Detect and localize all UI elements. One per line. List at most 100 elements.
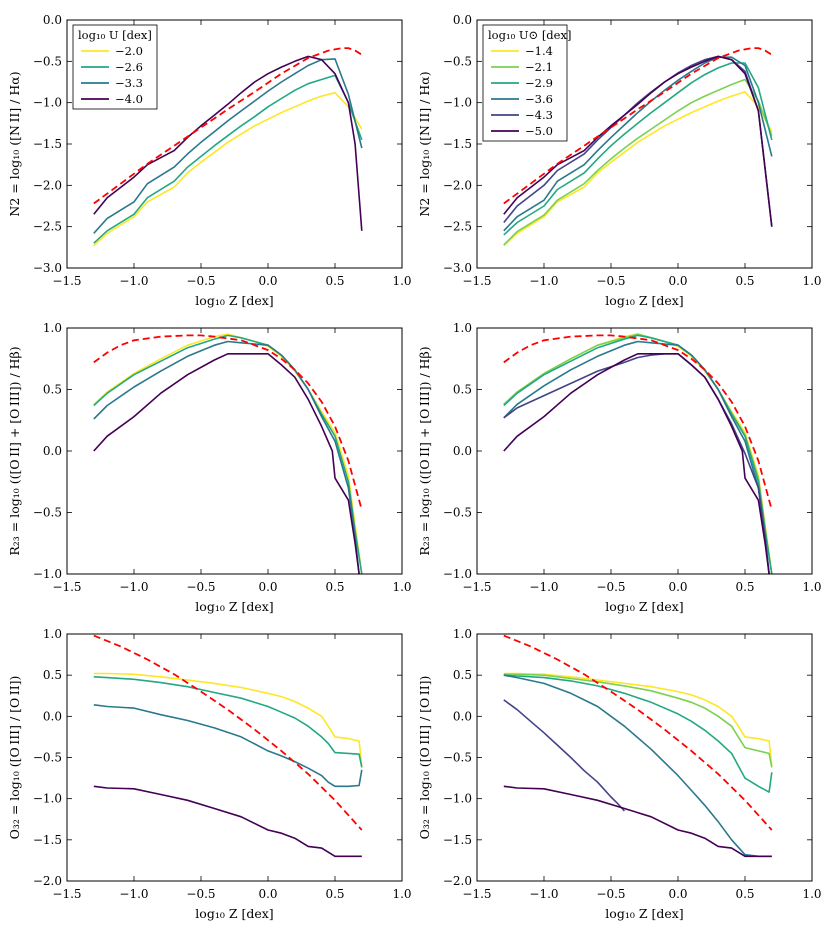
x-tick-label: −0.5 [186,887,215,901]
x-tick-label: −0.5 [596,580,625,594]
chart-panel-right-bottom: −1.5 −1.0 −0.5 0.0 0.5 1.0−2.0−1.5−1.0−0.50.0… [417,627,822,921]
series-group [93,333,363,574]
y-tick-label: −0.5 [443,506,472,520]
axes-frame [66,633,403,882]
y-tick-label: −0.5 [33,751,62,765]
y-tick-label: −1.5 [443,137,472,151]
x-tick-label: 1.0 [802,887,821,901]
fit-line [503,334,773,511]
x-tick-label: −0.5 [186,274,215,288]
series-line-green [503,334,773,574]
x-tick-label: 0.0 [258,274,277,288]
chart-panel-left-bottom: −1.5 −1.0 −0.5 0.0 0.5 1.0−2.0−1.5−1.0−0.50.0… [7,627,412,921]
fit-line [93,634,363,831]
legend-entry: −3.3 [115,76,143,90]
series-line-purple [93,55,363,231]
legend-entry: −3.6 [525,92,553,106]
series-line-teal [93,340,360,574]
chart-panel-right-middle: −1.5 −1.0 −0.5 0.0 0.5 1.0−1.0−0.50.00.51.0lo… [417,321,822,614]
y-tick-label: −1.0 [443,567,472,581]
x-tick-label: −1.0 [529,887,558,901]
series-group [93,634,363,858]
legend-title: log₁₀ U⊙ [dex] [488,28,571,42]
y-tick-label: −2.0 [443,178,472,192]
x-tick-label: −1.0 [529,580,558,594]
legend-entry: −2.9 [525,76,553,90]
series-line-green [93,676,363,768]
chart-panel-left-middle: −1.5 −1.0 −0.5 0.0 0.5 1.0−1.0−0.50.00.51.0lo… [7,321,412,614]
y-tick-label: −1.0 [33,96,62,110]
series-line-purple [93,352,360,574]
x-tick-label: −1.5 [52,274,81,288]
legend-entry: −4.0 [115,92,143,106]
fit-line [503,634,773,831]
axes-frame [66,327,403,575]
series-line-green [93,74,363,244]
y-axis-label: O₃₂ = log₁₀ ([O III] / [O II]) [417,676,432,840]
x-tick-label: −1.0 [119,580,148,594]
series-line-purple [503,785,772,858]
x-axis-label: log₁₀ Z [dex] [605,599,683,614]
y-tick-label: −2.5 [443,220,472,234]
x-axis-label: log₁₀ Z [dex] [195,599,273,614]
series-group [503,634,773,858]
legend-entry: −1.4 [525,44,553,58]
x-tick-label: −1.5 [462,274,491,288]
x-tick-label: 0.5 [735,274,754,288]
y-tick-label: 0.5 [43,383,62,397]
series-line-yellow [503,672,773,766]
axes-frame [476,327,813,575]
series-line-yellow [93,91,363,247]
legend-entry: −5.0 [525,124,553,138]
fit-line [93,334,363,511]
y-tick-label: −1.5 [443,833,472,847]
x-tick-label: 0.5 [325,580,344,594]
y-tick-label: 0.5 [453,668,472,682]
x-tick-label: 0.5 [325,887,344,901]
x-tick-label: 1.0 [802,274,821,288]
legend-entry: −4.3 [525,108,553,122]
series-group [503,47,773,247]
y-axis-label: N2 = log₁₀ ([N II] / Hα) [417,71,432,216]
y-tick-label: 1.0 [43,321,62,335]
axes-frame [476,633,813,882]
series-line-teal [503,340,770,574]
y-tick-label: −1.0 [33,567,62,581]
legend-entry: −2.0 [115,44,143,58]
x-axis-label: log₁₀ Z [dex] [195,293,273,308]
fit-line [503,47,773,205]
x-tick-label: −1.0 [529,274,558,288]
x-tick-label: −1.5 [462,887,491,901]
series-line-green [503,62,773,236]
y-tick-label: −1.5 [33,137,62,151]
series-line-yellow [503,91,773,247]
y-tick-label: −1.0 [33,792,62,806]
y-tick-label: −2.5 [33,220,62,234]
x-tick-label: 0.0 [668,580,687,594]
y-tick-label: −2.0 [33,178,62,192]
x-tick-label: −1.5 [462,580,491,594]
y-tick-label: −0.5 [443,751,472,765]
y-tick-label: 0.5 [43,668,62,682]
x-tick-label: 0.0 [668,887,687,901]
y-tick-label: −3.0 [33,261,62,275]
y-tick-label: 0.0 [453,444,472,458]
x-tick-label: 0.5 [325,274,344,288]
x-tick-label: 1.0 [392,887,411,901]
legend-title: log₁₀ U [dex] [78,28,152,42]
series-line-purple [93,785,362,858]
x-tick-label: 0.5 [735,887,754,901]
y-tick-label: −0.5 [443,54,472,68]
y-tick-label: −3.0 [443,261,472,275]
y-tick-label: 0.0 [43,13,62,27]
y-tick-label: −2.0 [443,874,472,888]
series-line-yellow [93,672,363,766]
legend-entry: −2.1 [525,60,553,74]
series-line-lightgreen [503,673,773,768]
axes-frame [66,19,403,269]
axes-frame [476,19,813,269]
y-axis-label: O₃₂ = log₁₀ ([O III] / [O II]) [7,676,22,840]
y-tick-label: 0.5 [453,383,472,397]
x-tick-label: −1.0 [119,887,148,901]
